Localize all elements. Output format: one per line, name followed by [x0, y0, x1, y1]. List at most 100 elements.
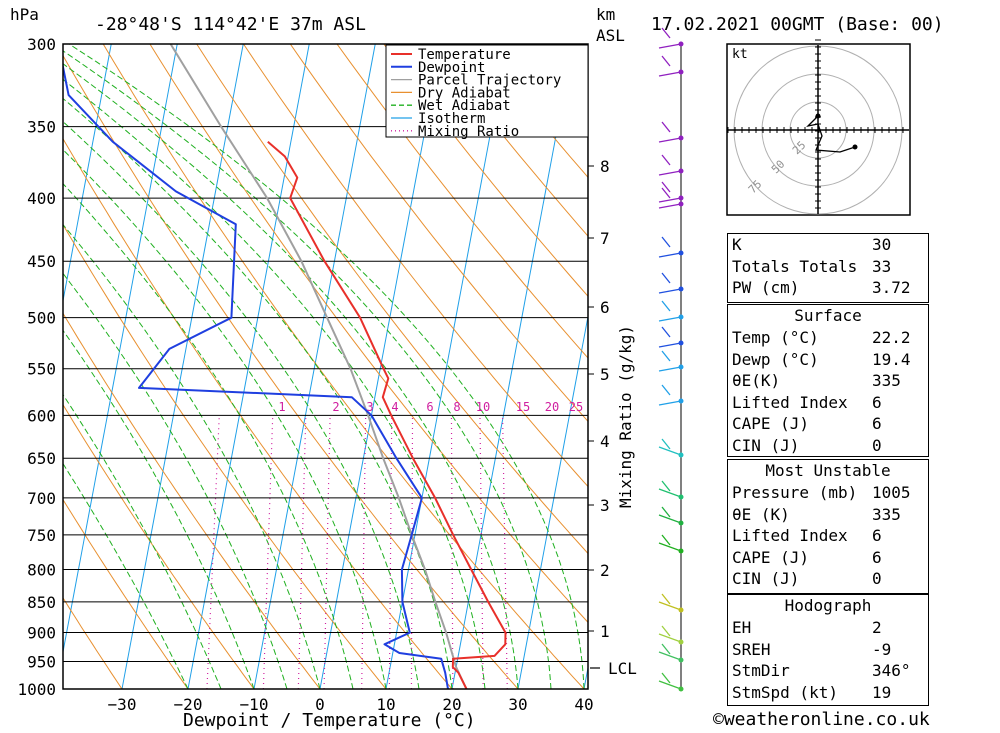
hodograph-stat-value: 346°: [872, 661, 911, 680]
hodograph-endpoint: [852, 144, 858, 150]
km-tick-label: 8: [600, 157, 610, 176]
temperature-tick-label: −10: [240, 695, 269, 714]
pressure-tick-label: 300: [27, 35, 56, 54]
wind-barb: [658, 203, 682, 209]
surface-title: Surface: [794, 306, 862, 325]
mixing-ratio-line: [206, 415, 220, 689]
mixing-ratio-tick-label: 3: [366, 400, 373, 414]
wind-barb-flag: [661, 27, 671, 39]
pressure-tick-label: 750: [27, 526, 56, 545]
isotherm-line: [385, 44, 508, 689]
dry-adiabat-line: [430, 44, 588, 237]
most-unstable-value: 6: [872, 547, 882, 567]
hodograph-startpoint: [815, 113, 821, 119]
wind-level-dot: [678, 548, 684, 554]
wind-barb: [658, 71, 682, 77]
wind-level-dot: [678, 69, 684, 75]
dewpoint-line: [63, 61, 449, 689]
wet-adiabat-line: [63, 393, 222, 689]
location-title: -28°48'S 114°42'E 37m ASL: [95, 14, 366, 35]
isotherm-line: [187, 44, 310, 689]
temperature-line: [267, 140, 507, 689]
copyright-footer[interactable]: ©weatheronline.co.uk: [713, 709, 930, 730]
surface-row: Temp (°C) 22.2: [728, 327, 928, 349]
isotherm-line: [451, 44, 574, 689]
wind-barb-flag: [661, 625, 671, 637]
pressure-tick-label: 650: [27, 449, 56, 468]
km-tick-label: 2: [600, 561, 610, 580]
parcel-trajectory-line: [169, 44, 468, 689]
hodograph-stat-row: StmSpd (kt) 19: [728, 682, 928, 704]
mixing-ratio-tick-label: 4: [391, 400, 398, 414]
mixing-ratio-line: [262, 415, 274, 689]
legend-label: Isotherm: [418, 111, 485, 127]
surface-label: Lifted Index: [732, 392, 848, 412]
wet-adiabat-line: [63, 149, 387, 689]
hodograph-stat-value: -9: [872, 639, 892, 659]
wind-barb-flag: [661, 236, 671, 248]
pressure-tick-label: 900: [27, 624, 56, 643]
wind-level-dot: [678, 168, 684, 174]
surface-label: Temp (°C): [732, 328, 819, 347]
dry-adiabat-line: [63, 597, 123, 689]
hodograph-units: kt: [732, 47, 748, 62]
most-unstable-panel: Most Unstable Pressure (mb) 1005 θE (K) 335…: [727, 459, 929, 594]
surface-label: θE(K): [732, 371, 781, 390]
wind-barb: [658, 633, 682, 643]
dry-adiabat-line: [336, 44, 588, 359]
mixing-ratio-line: [450, 415, 454, 689]
mixing-ratio-tick-label: 20: [545, 400, 559, 414]
temperature-tick-label: 20: [442, 695, 461, 714]
wind-barb: [658, 43, 682, 49]
hodograph-stat-label: EH: [732, 618, 752, 637]
surface-row: θE(K) 335: [728, 370, 928, 392]
mixing-ratio-line: [501, 415, 508, 689]
wind-barb: [658, 651, 682, 661]
hodograph-stat-label: StmDir: [732, 661, 790, 680]
isotherm-line: [253, 44, 376, 689]
dry-adiabat-line: [63, 223, 387, 689]
mixing-ratio-line: [361, 415, 367, 689]
wind-level-dot: [678, 314, 684, 320]
hodograph-trace: [806, 115, 856, 153]
wind-level-dot: [678, 657, 684, 663]
datetime-title: 17.02.2021 00GMT (Base: 00): [651, 14, 944, 35]
km-unit-label: km: [596, 5, 615, 24]
dry-adiabat-line: [63, 498, 189, 689]
wind-barb-flag: [661, 300, 671, 312]
index-row: K 30: [728, 234, 928, 256]
wind-level-dot: [678, 195, 684, 201]
most-unstable-row: Lifted Index 6: [728, 525, 928, 547]
mixing-ratio-axis-label: Mixing Ratio (g/kg): [616, 325, 635, 508]
surface-value: 335: [872, 371, 901, 390]
index-value: 33: [872, 256, 892, 276]
pressure-tick-label: 600: [27, 406, 56, 425]
wind-barb-flag: [661, 187, 671, 199]
hodograph-stat-label: StmSpd (kt): [732, 682, 838, 702]
pressure-tick-label: 700: [27, 489, 56, 508]
wind-barb-flag: [661, 121, 671, 133]
wind-barb-flag: [661, 593, 671, 605]
wind-barb-flag: [661, 55, 671, 67]
wind-barb-flag: [661, 272, 671, 284]
wind-barb: [658, 542, 682, 552]
pressure-tick-label: 500: [27, 309, 56, 328]
hodograph-stats-panel: Hodograph EH 2 SREH -9 StmDir 346° StmSpd (kt)…: [727, 594, 929, 706]
mixing-ratio-tick-label: 8: [453, 400, 460, 414]
plot-frame: [62, 43, 589, 690]
mixing-ratio-line: [297, 415, 307, 689]
wind-level-dot: [678, 286, 684, 292]
most-unstable-value: 0: [872, 569, 882, 588]
most-unstable-row: CAPE (J) 6: [728, 547, 928, 569]
surface-row: Dewp (°C) 19.4: [728, 349, 928, 371]
wind-barb-flag: [661, 384, 671, 396]
legend-label: Dewpoint: [418, 60, 485, 76]
surface-value: 19.4: [872, 349, 911, 369]
most-unstable-label: CAPE (J): [732, 547, 810, 567]
x-axis-label: Dewpoint / Temperature (°C): [183, 710, 476, 731]
wind-barb: [658, 288, 682, 294]
wind-level-dot: [678, 639, 684, 645]
